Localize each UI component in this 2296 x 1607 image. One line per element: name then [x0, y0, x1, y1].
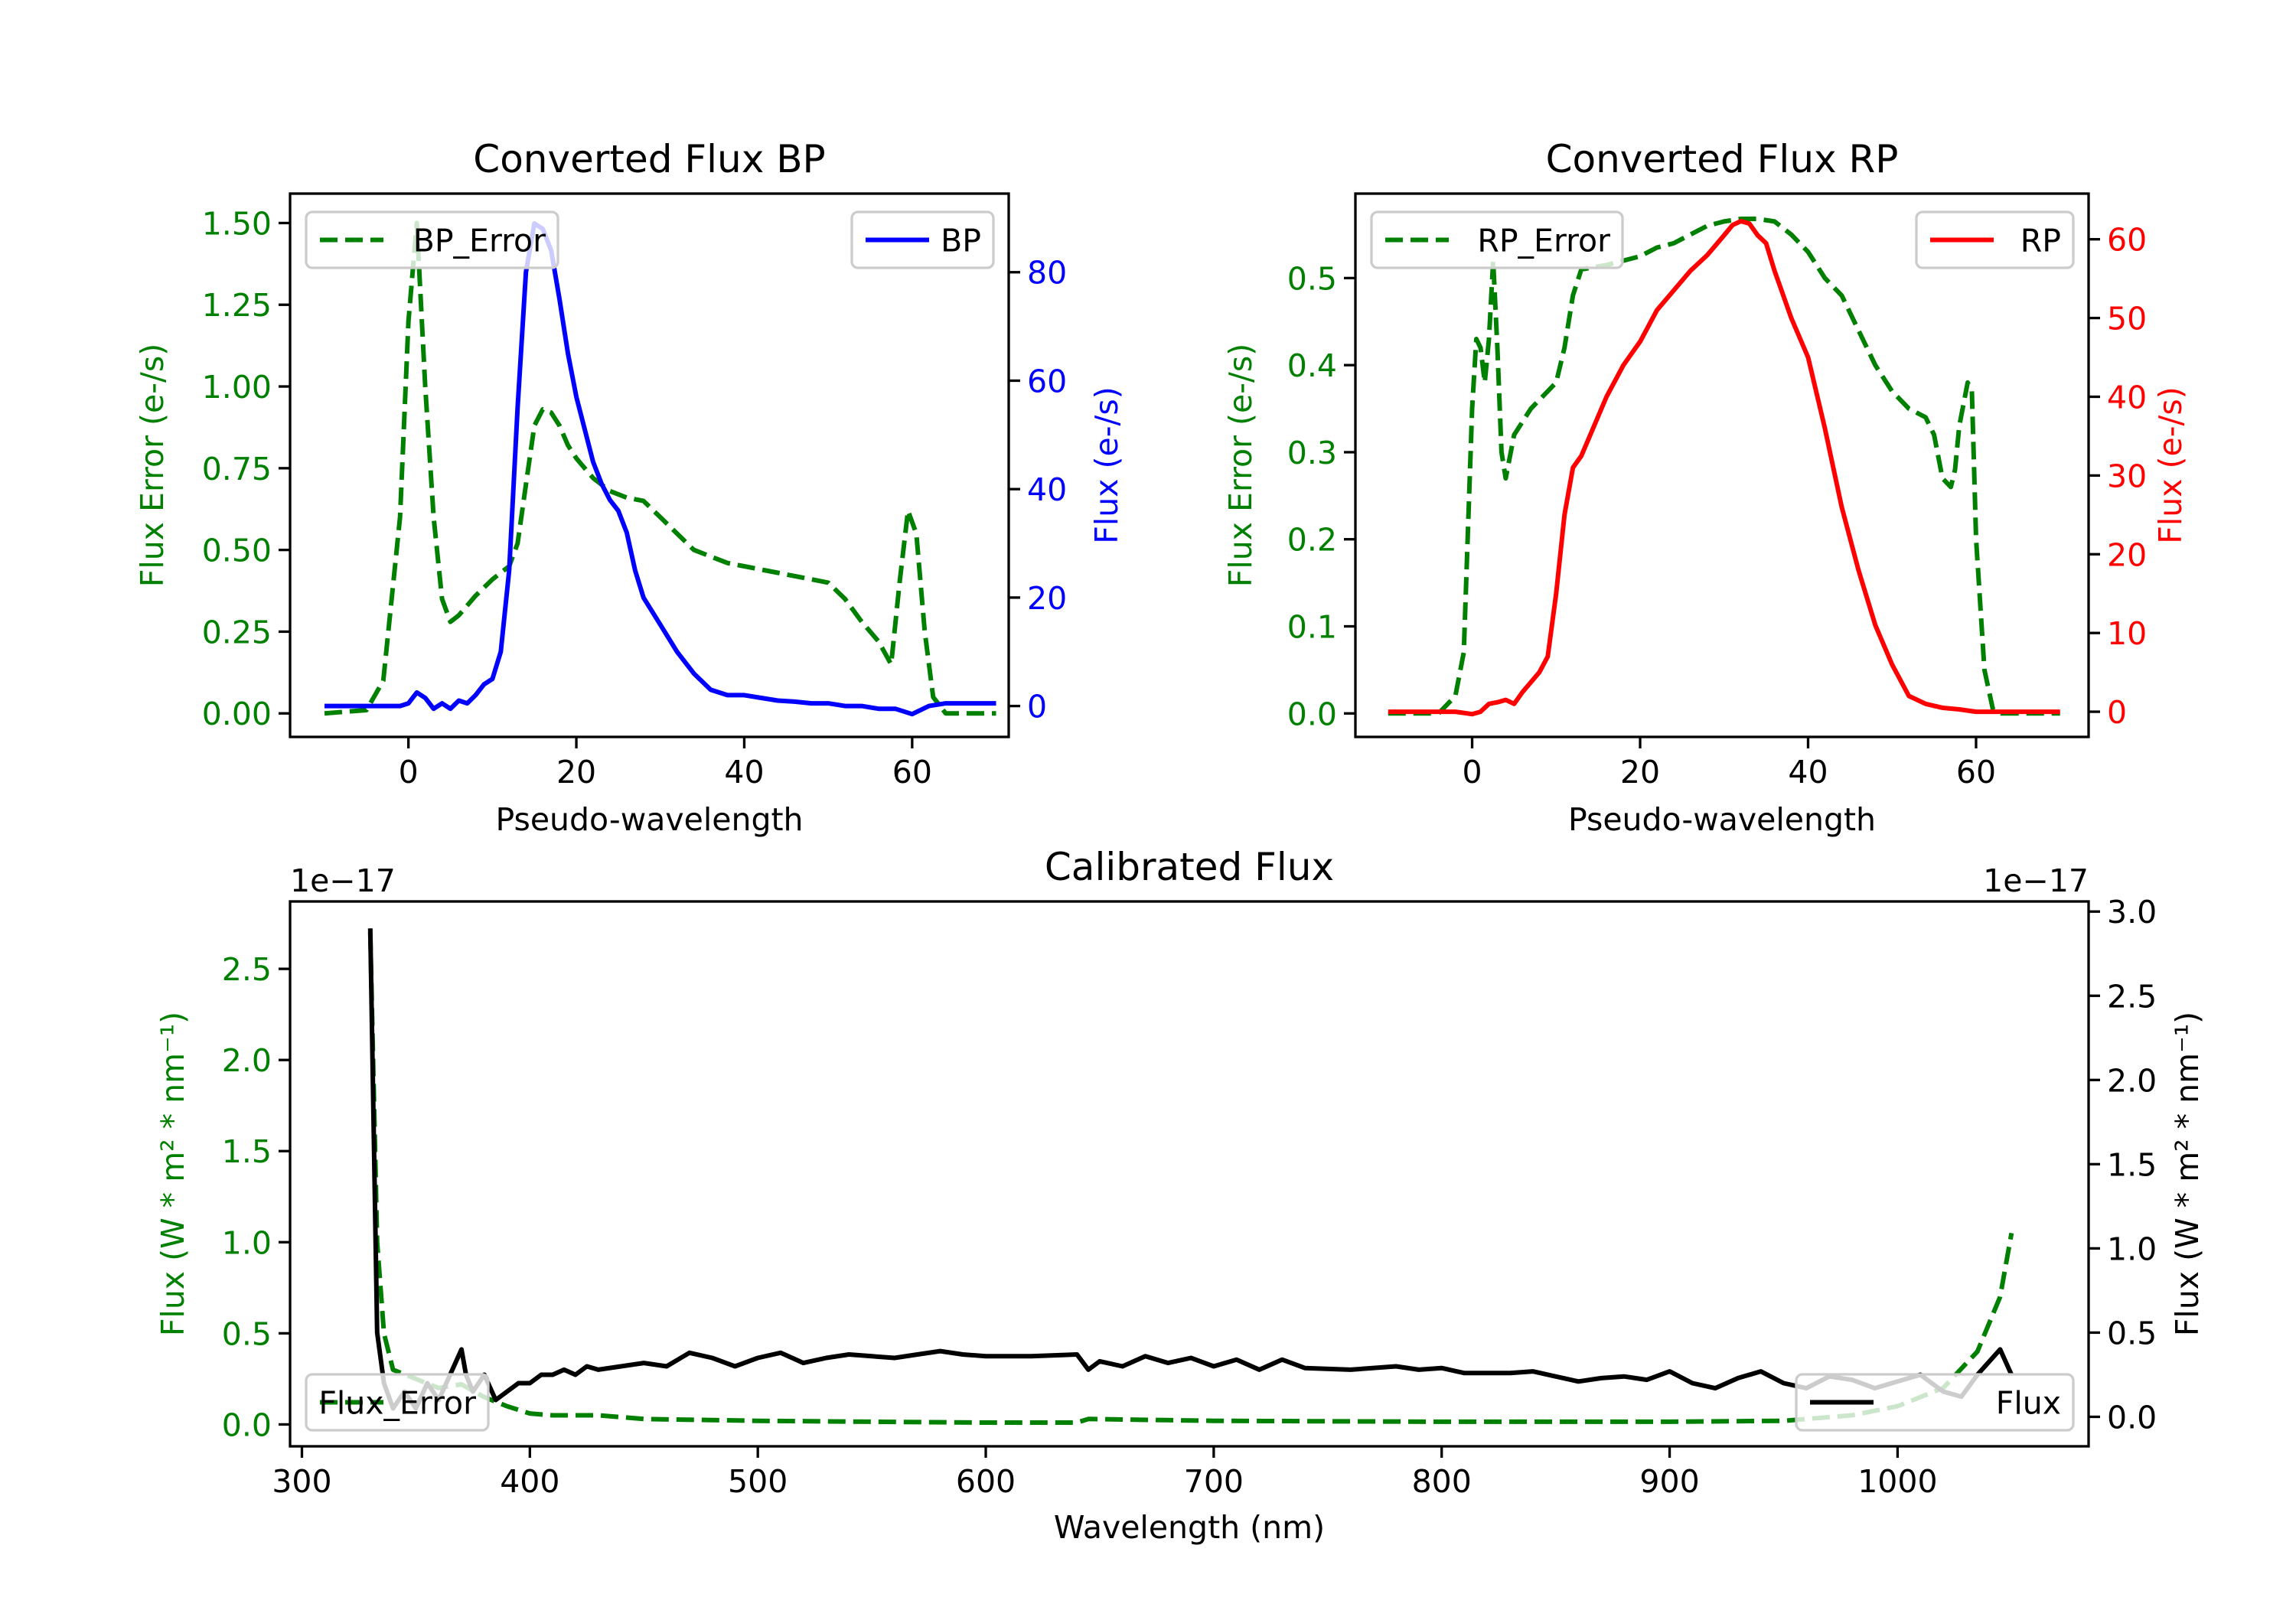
legend-box: [305, 210, 559, 269]
legend-flux-error: Flux_Error: [305, 1373, 490, 1432]
y-right-axis-label: Flux (W * m² * nm⁻¹): [2169, 1012, 2206, 1336]
legend-flux: Flux: [1795, 1373, 2075, 1432]
legend-box: [1795, 1373, 2075, 1432]
y-left-tick-label: 0.50: [202, 533, 272, 569]
panel-converted-flux-bp: 0 20 40 60 0.00 0.25 0.50 0.75 1.00 1.25 1.50 0 20 40…: [134, 137, 1125, 838]
y-right-tick-label: 0.5: [2107, 1315, 2157, 1351]
series-line-bp: [325, 221, 996, 717]
y-right-tick-label: 20: [2107, 536, 2147, 573]
x-tick-label: 500: [728, 1463, 788, 1500]
y-left-axis-label: Flux Error (e-/s): [134, 344, 171, 587]
legend-label: Flux_Error: [318, 1385, 476, 1422]
y-left-tick-label: 0.1: [1287, 608, 1337, 645]
x-tick-label: 600: [956, 1463, 1016, 1500]
legend-label: Flux: [1996, 1385, 2061, 1422]
x-axis-label: Pseudo-wavelength: [495, 801, 803, 838]
legend-box: [1370, 210, 1624, 269]
chart-title: Converted Flux BP: [473, 137, 825, 181]
legend-label: BP: [941, 223, 981, 259]
axes-frame: [289, 192, 1010, 738]
legend-rp: RP: [1915, 210, 2075, 269]
x-tick-label: 60: [1956, 754, 1996, 790]
x-tick-label: 800: [1412, 1463, 1472, 1500]
x-tick-label: 40: [1788, 754, 1828, 790]
series-line-bp-error: [324, 220, 996, 716]
x-tick-label: 40: [724, 754, 764, 790]
x-tick-label: 60: [892, 754, 932, 790]
y-right-offset-text: 1e−17: [1983, 862, 2089, 899]
x-tick-label: 20: [1620, 754, 1660, 790]
chart-title: Calibrated Flux: [1045, 845, 1334, 889]
legend-label: BP_Error: [413, 223, 546, 259]
chart-title: Converted Flux RP: [1546, 137, 1899, 181]
x-tick-label: 20: [556, 754, 596, 790]
y-right-axis-label: Flux (e-/s): [1088, 386, 1125, 543]
y-left-tick-label: 1.5: [222, 1133, 272, 1170]
x-tick-label: 300: [272, 1463, 331, 1500]
legend-bp: BP: [850, 210, 995, 269]
y-left-tick-label: 0.75: [202, 451, 272, 487]
panel-converted-flux-rp: 0 20 40 60 0.0 0.1 0.2 0.3 0.4 0.5 0 10 20 30 40 50 60 Co…: [1222, 137, 2189, 838]
axes-frame: [1354, 192, 2090, 738]
y-left-tick-label: 1.50: [202, 205, 272, 242]
x-tick-label: 900: [1639, 1463, 1699, 1500]
y-left-axis-label: Flux (W * m² * nm⁻¹): [155, 1012, 191, 1336]
y-right-tick-label: 30: [2107, 458, 2147, 494]
y-left-tick-label: 0.0: [222, 1407, 272, 1443]
y-right-tick-label: 2.5: [2107, 978, 2157, 1015]
y-left-tick-label: 0.5: [222, 1315, 272, 1352]
axes-frame: [289, 900, 2090, 1448]
y-right-tick-label: 40: [2107, 379, 2147, 416]
y-left-tick-label: 0.0: [1287, 696, 1337, 732]
y-right-tick-label: 40: [1027, 471, 1067, 508]
y-left-tick-label: 0.4: [1287, 347, 1337, 384]
legend-label: RP: [2020, 223, 2061, 259]
legend-rp-error: RP_Error: [1370, 210, 1624, 269]
y-right-tick-label: 1.5: [2107, 1146, 2157, 1183]
y-right-tick-label: 2.0: [2107, 1062, 2157, 1099]
y-left-tick-label: 2.0: [222, 1042, 272, 1079]
y-right-tick-label: 0.0: [2107, 1399, 2157, 1436]
x-tick-label: 400: [500, 1463, 559, 1500]
y-left-offset-text: 1e−17: [290, 862, 396, 899]
series-line-flux: [367, 928, 2014, 1411]
y-left-tick-label: 2.5: [222, 951, 272, 988]
y-right-tick-label: 20: [1027, 580, 1067, 617]
x-tick-label: 0: [399, 754, 419, 790]
y-left-tick-label: 0.2: [1287, 522, 1337, 559]
legend-box: [1915, 210, 2075, 269]
y-right-tick-label: 10: [2107, 615, 2147, 652]
y-left-tick-label: 1.00: [202, 369, 272, 406]
series-line-rp: [1388, 219, 2060, 717]
x-axis-label: Wavelength (nm): [1054, 1509, 1325, 1546]
y-right-tick-label: 60: [2107, 222, 2147, 259]
y-right-tick-label: 0: [1027, 689, 1047, 725]
y-right-tick-label: 3.0: [2107, 894, 2157, 931]
y-left-tick-label: 0.5: [1287, 260, 1337, 297]
y-right-tick-label: 1.0: [2107, 1231, 2157, 1267]
legend-box: [305, 1373, 490, 1432]
x-tick-label: 0: [1462, 754, 1482, 790]
legend-label: RP_Error: [1477, 223, 1610, 259]
y-left-axis-label: Flux Error (e-/s): [1222, 344, 1259, 587]
x-axis-label: Pseudo-wavelength: [1568, 801, 1876, 838]
x-tick-label: 1000: [1857, 1463, 1937, 1500]
y-left-tick-label: 1.25: [202, 287, 272, 324]
y-left-tick-label: 0.3: [1287, 435, 1337, 471]
y-left-tick-label: 0.00: [202, 696, 272, 732]
x-tick-label: 700: [1184, 1463, 1244, 1500]
y-right-tick-label: 50: [2107, 301, 2147, 337]
y-right-axis-label: Flux (e-/s): [2152, 386, 2189, 543]
y-right-tick-label: 60: [1027, 363, 1067, 399]
series-line-rp-error: [1388, 217, 2060, 716]
panel-calibrated-flux: 300 400 500 600 700 800 900 1000 0.0 0.5 1.0 1.5 2.0…: [155, 845, 2206, 1546]
legend-bp-error: BP_Error: [305, 210, 559, 269]
y-left-tick-label: 0.25: [202, 614, 272, 650]
y-right-tick-label: 0: [2107, 694, 2127, 731]
y-left-tick-label: 1.0: [222, 1224, 272, 1261]
y-right-tick-label: 80: [1027, 255, 1067, 292]
